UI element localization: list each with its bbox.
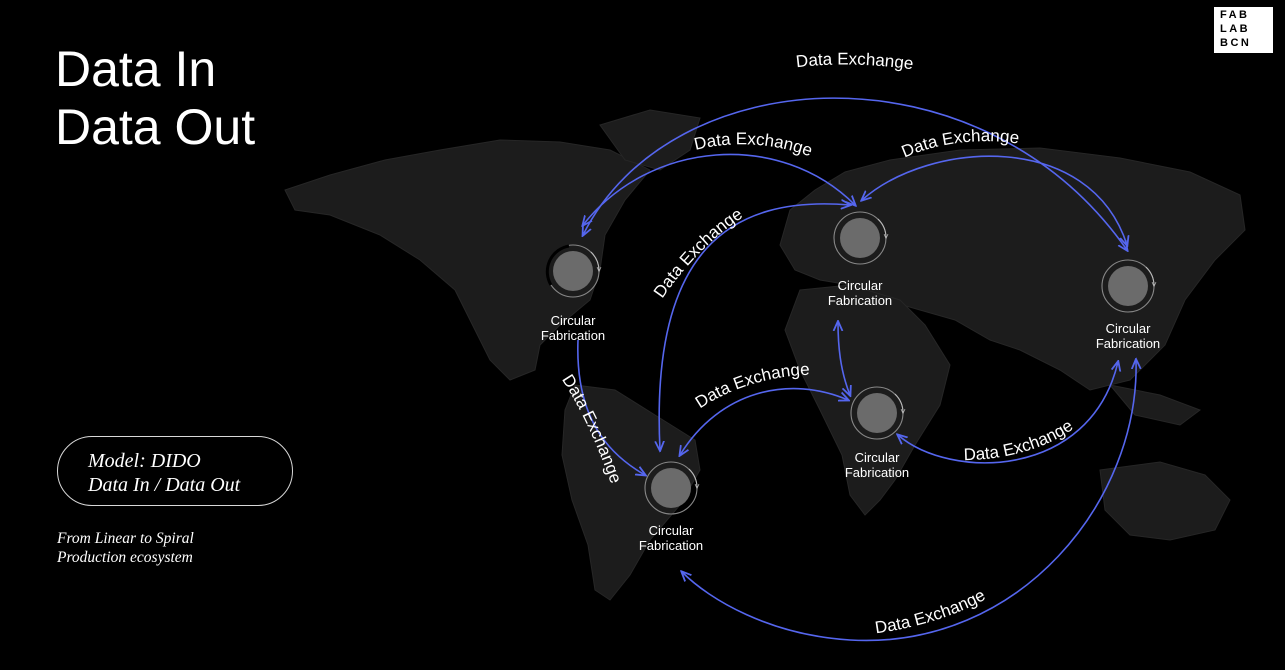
node-label-line2: Fabrication — [639, 538, 703, 553]
logo-line2: LAB — [1220, 23, 1251, 35]
islands-shape — [1108, 384, 1202, 426]
subtitle: From Linear to Spiral Production ecosyst… — [57, 529, 194, 567]
arc-america-europe — [583, 153, 855, 225]
north-america-shape — [284, 139, 651, 381]
node-label-line2: Fabrication — [541, 328, 605, 343]
node-label-line1: Circular — [1106, 321, 1151, 336]
node-label-line2: Fabrication — [1096, 336, 1160, 351]
node-label-line1: Circular — [838, 278, 883, 293]
node-europe: Circular Fabrication — [828, 211, 892, 308]
exchange-label-diagonal: Data Exchange — [650, 204, 746, 301]
node-africa: Circular Fabrication — [845, 386, 909, 480]
node-label-line1: Circular — [649, 523, 694, 538]
node-label-line2: Fabrication — [828, 293, 892, 308]
node-label-line1: Circular — [855, 450, 900, 465]
logo-line1: FAB — [1220, 9, 1250, 21]
exchange-label-top: Data Exchange — [795, 49, 915, 73]
node-north-america: Circular Fabrication — [541, 244, 605, 343]
node-label-line2: Fabrication — [845, 465, 909, 480]
page-title: Data In Data Out — [55, 40, 255, 156]
arc-bottom-outer — [682, 360, 1136, 642]
title-line1: Data In — [55, 41, 217, 97]
title-line2: Data Out — [55, 99, 256, 155]
arc-northamerica-southamerica — [577, 339, 645, 475]
australia-shape — [1099, 461, 1231, 541]
world-map — [284, 109, 1246, 601]
arc-top-outer — [583, 97, 1127, 250]
node-south-america: Circular Fabrication — [639, 461, 703, 553]
fablab-logo: FAB LAB BCN — [1214, 7, 1273, 53]
node-circle — [651, 468, 691, 508]
greenland-shape — [599, 109, 701, 171]
exchange-label-africa-asia: Data Exchange — [963, 416, 1076, 464]
node-circle — [553, 251, 593, 291]
model-line1: Model: DIDO — [88, 450, 201, 472]
subtitle-line1: From Linear to Spiral — [57, 530, 194, 547]
subtitle-line2: Production ecosystem — [57, 549, 193, 566]
exchange-arrows — [577, 97, 1136, 642]
node-asia: Circular Fabrication — [1096, 259, 1160, 351]
node-circle — [1108, 266, 1148, 306]
arc-europe-asia — [862, 155, 1127, 245]
model-badge: Model: DIDO Data In / Data Out — [57, 436, 293, 506]
logo-line3: BCN — [1220, 37, 1252, 49]
exchange-label-bottom: Data Exchange — [874, 585, 989, 637]
node-circle — [840, 218, 880, 258]
exchange-label-southamerica-africa: Data Exchange — [692, 360, 810, 412]
model-line2: Data In / Data Out — [88, 474, 241, 496]
node-circle — [857, 393, 897, 433]
arc-europe-southamerica — [659, 204, 850, 450]
node-label-line1: Circular — [551, 313, 596, 328]
